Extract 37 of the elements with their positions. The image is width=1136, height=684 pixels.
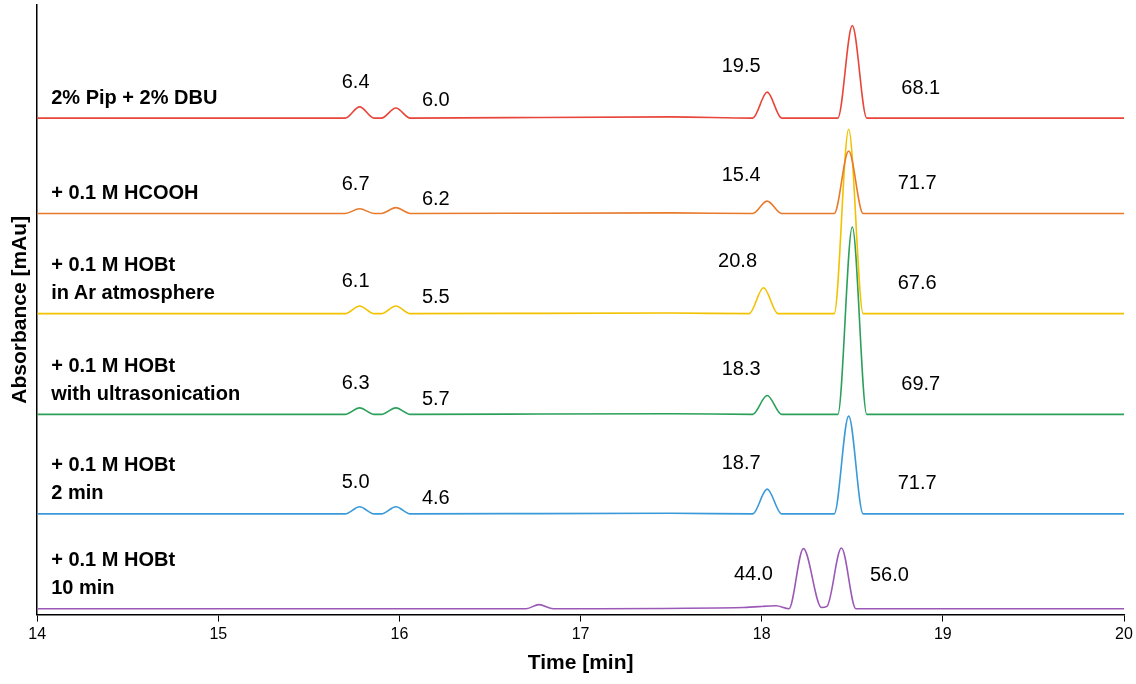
annotation: 68.1 <box>901 75 941 98</box>
annotation: 15.4 <box>721 162 761 185</box>
annotation: 18.3 <box>721 357 761 380</box>
annotation: 67.6 <box>897 271 937 294</box>
x-tick-label: 14 <box>28 624 47 642</box>
annotation: 71.7 <box>897 471 937 494</box>
series-label: 2% Pip + 2% DBU <box>51 85 218 108</box>
annotation: 56.0 <box>869 562 909 585</box>
annotation: 5.7 <box>421 387 450 410</box>
annotation: 5.0 <box>341 470 370 493</box>
x-tick-label: 17 <box>571 624 590 642</box>
annotation: 18.7 <box>721 450 761 473</box>
x-tick-label: 18 <box>752 624 771 642</box>
x-tick-label: 20 <box>1115 624 1133 642</box>
series-label: + 0.1 M HCOOH <box>51 181 199 204</box>
annotation: 6.2 <box>421 187 450 210</box>
annotation: 6.0 <box>421 87 450 110</box>
annotation: 44.0 <box>733 562 773 585</box>
annotation: 6.4 <box>341 70 370 93</box>
series-label: + 0.1 M HOBt 10 min <box>51 548 176 599</box>
series-label: + 0.1 M HOBt with ultrasonication <box>50 353 241 404</box>
annotation: 5.5 <box>421 285 450 308</box>
x-tick-label: 19 <box>933 624 952 642</box>
annotation: 71.7 <box>897 171 937 194</box>
x-axis-title: Time [min] <box>527 650 634 674</box>
annotation: 6.3 <box>341 371 370 394</box>
series-label: + 0.1 M HOBt 2 min <box>51 453 176 504</box>
annotation: 4.6 <box>421 486 450 509</box>
annotation: 19.5 <box>721 53 761 76</box>
annotation: 6.7 <box>341 172 370 195</box>
annotation: 69.7 <box>901 371 941 394</box>
annotation: 6.1 <box>341 269 370 292</box>
x-tick-label: 16 <box>390 624 409 642</box>
y-axis-title: Absorbance [mAu] <box>7 215 31 404</box>
x-tick-label: 15 <box>209 624 228 642</box>
annotation: 20.8 <box>718 249 758 272</box>
series-label: + 0.1 M HOBt in Ar atmosphere <box>51 253 215 304</box>
